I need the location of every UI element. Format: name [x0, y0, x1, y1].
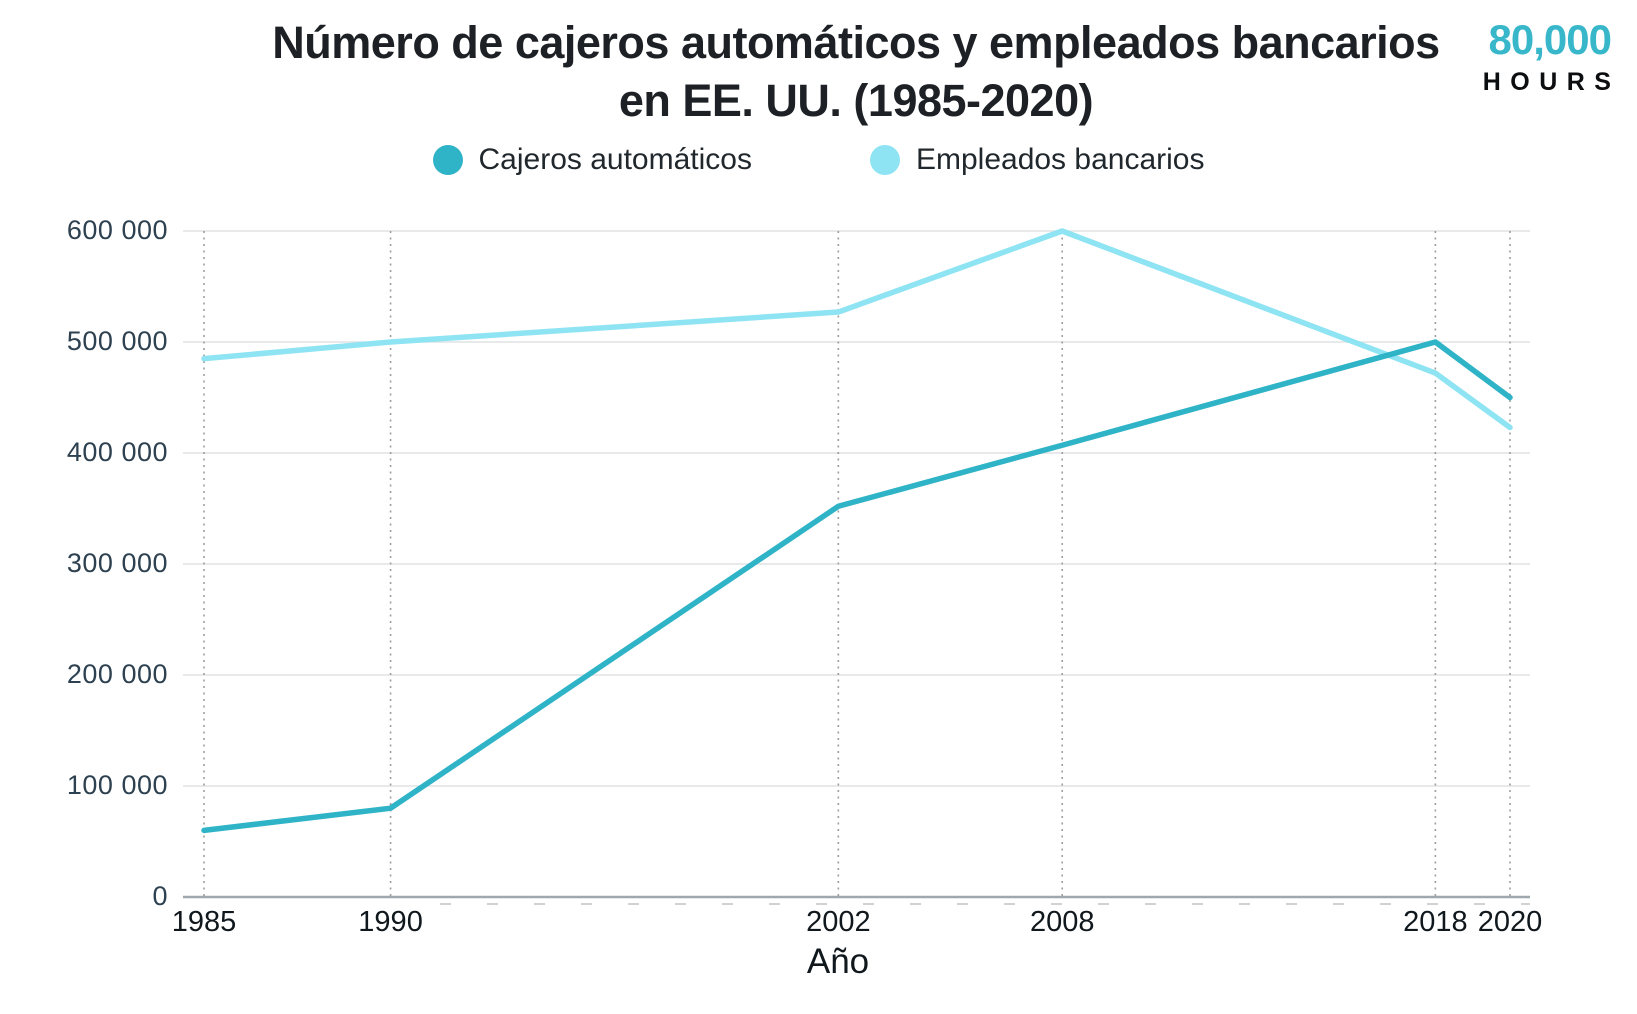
y-tick-label: 300 000 [66, 547, 168, 578]
x-tick-label: 1985 [171, 906, 237, 938]
y-tick-label: 400 000 [66, 436, 168, 467]
brand-logo-word: HOURS [1482, 68, 1621, 96]
x-tick-label: 2008 [1029, 906, 1095, 938]
x-tick-label: 2020 [1477, 906, 1543, 938]
y-tick-label: 0 [152, 880, 168, 911]
x-tick-label: 1990 [358, 906, 423, 938]
y-tick-label: 100 000 [66, 769, 168, 800]
y-tick-label: 200 000 [66, 658, 168, 689]
chart-title-line1: Número de cajeros automáticos y empleado… [272, 17, 1440, 68]
legend-dot-cajeros-automaticos [432, 145, 463, 175]
legend-label-cajeros-automaticos: Cajeros automáticos [478, 143, 752, 176]
y-tick-label: 600 000 [66, 214, 168, 245]
x-tick-label: 2002 [806, 906, 871, 938]
legend-item-cajeros-automaticos: Cajeros automáticos [432, 143, 752, 177]
chart-title: Número de cajeros automáticos y empleado… [125, 14, 1587, 130]
chart-legend: Cajeros automáticos Empleados bancarios [0, 143, 1637, 177]
brand-logo-number: 80,000 [1488, 16, 1612, 63]
legend-item-empleados-bancarios: Empleados bancarios [869, 143, 1205, 177]
brand-logo: 80,000 HOURS [1483, 16, 1612, 96]
y-tick-label: 500 000 [66, 325, 168, 356]
series-line-cajeros-autom-ticos [201, 339, 1513, 834]
legend-dot-empleados-bancarios [869, 145, 900, 175]
x-axis-title: Año [806, 942, 870, 981]
x-tick-label: 2018 [1403, 906, 1468, 938]
legend-label-empleados-bancarios: Empleados bancarios [915, 143, 1205, 176]
chart-title-line2: en EE. UU. (1985-2020) [618, 75, 1094, 126]
series-line-empleados-bancarios [201, 228, 1513, 431]
